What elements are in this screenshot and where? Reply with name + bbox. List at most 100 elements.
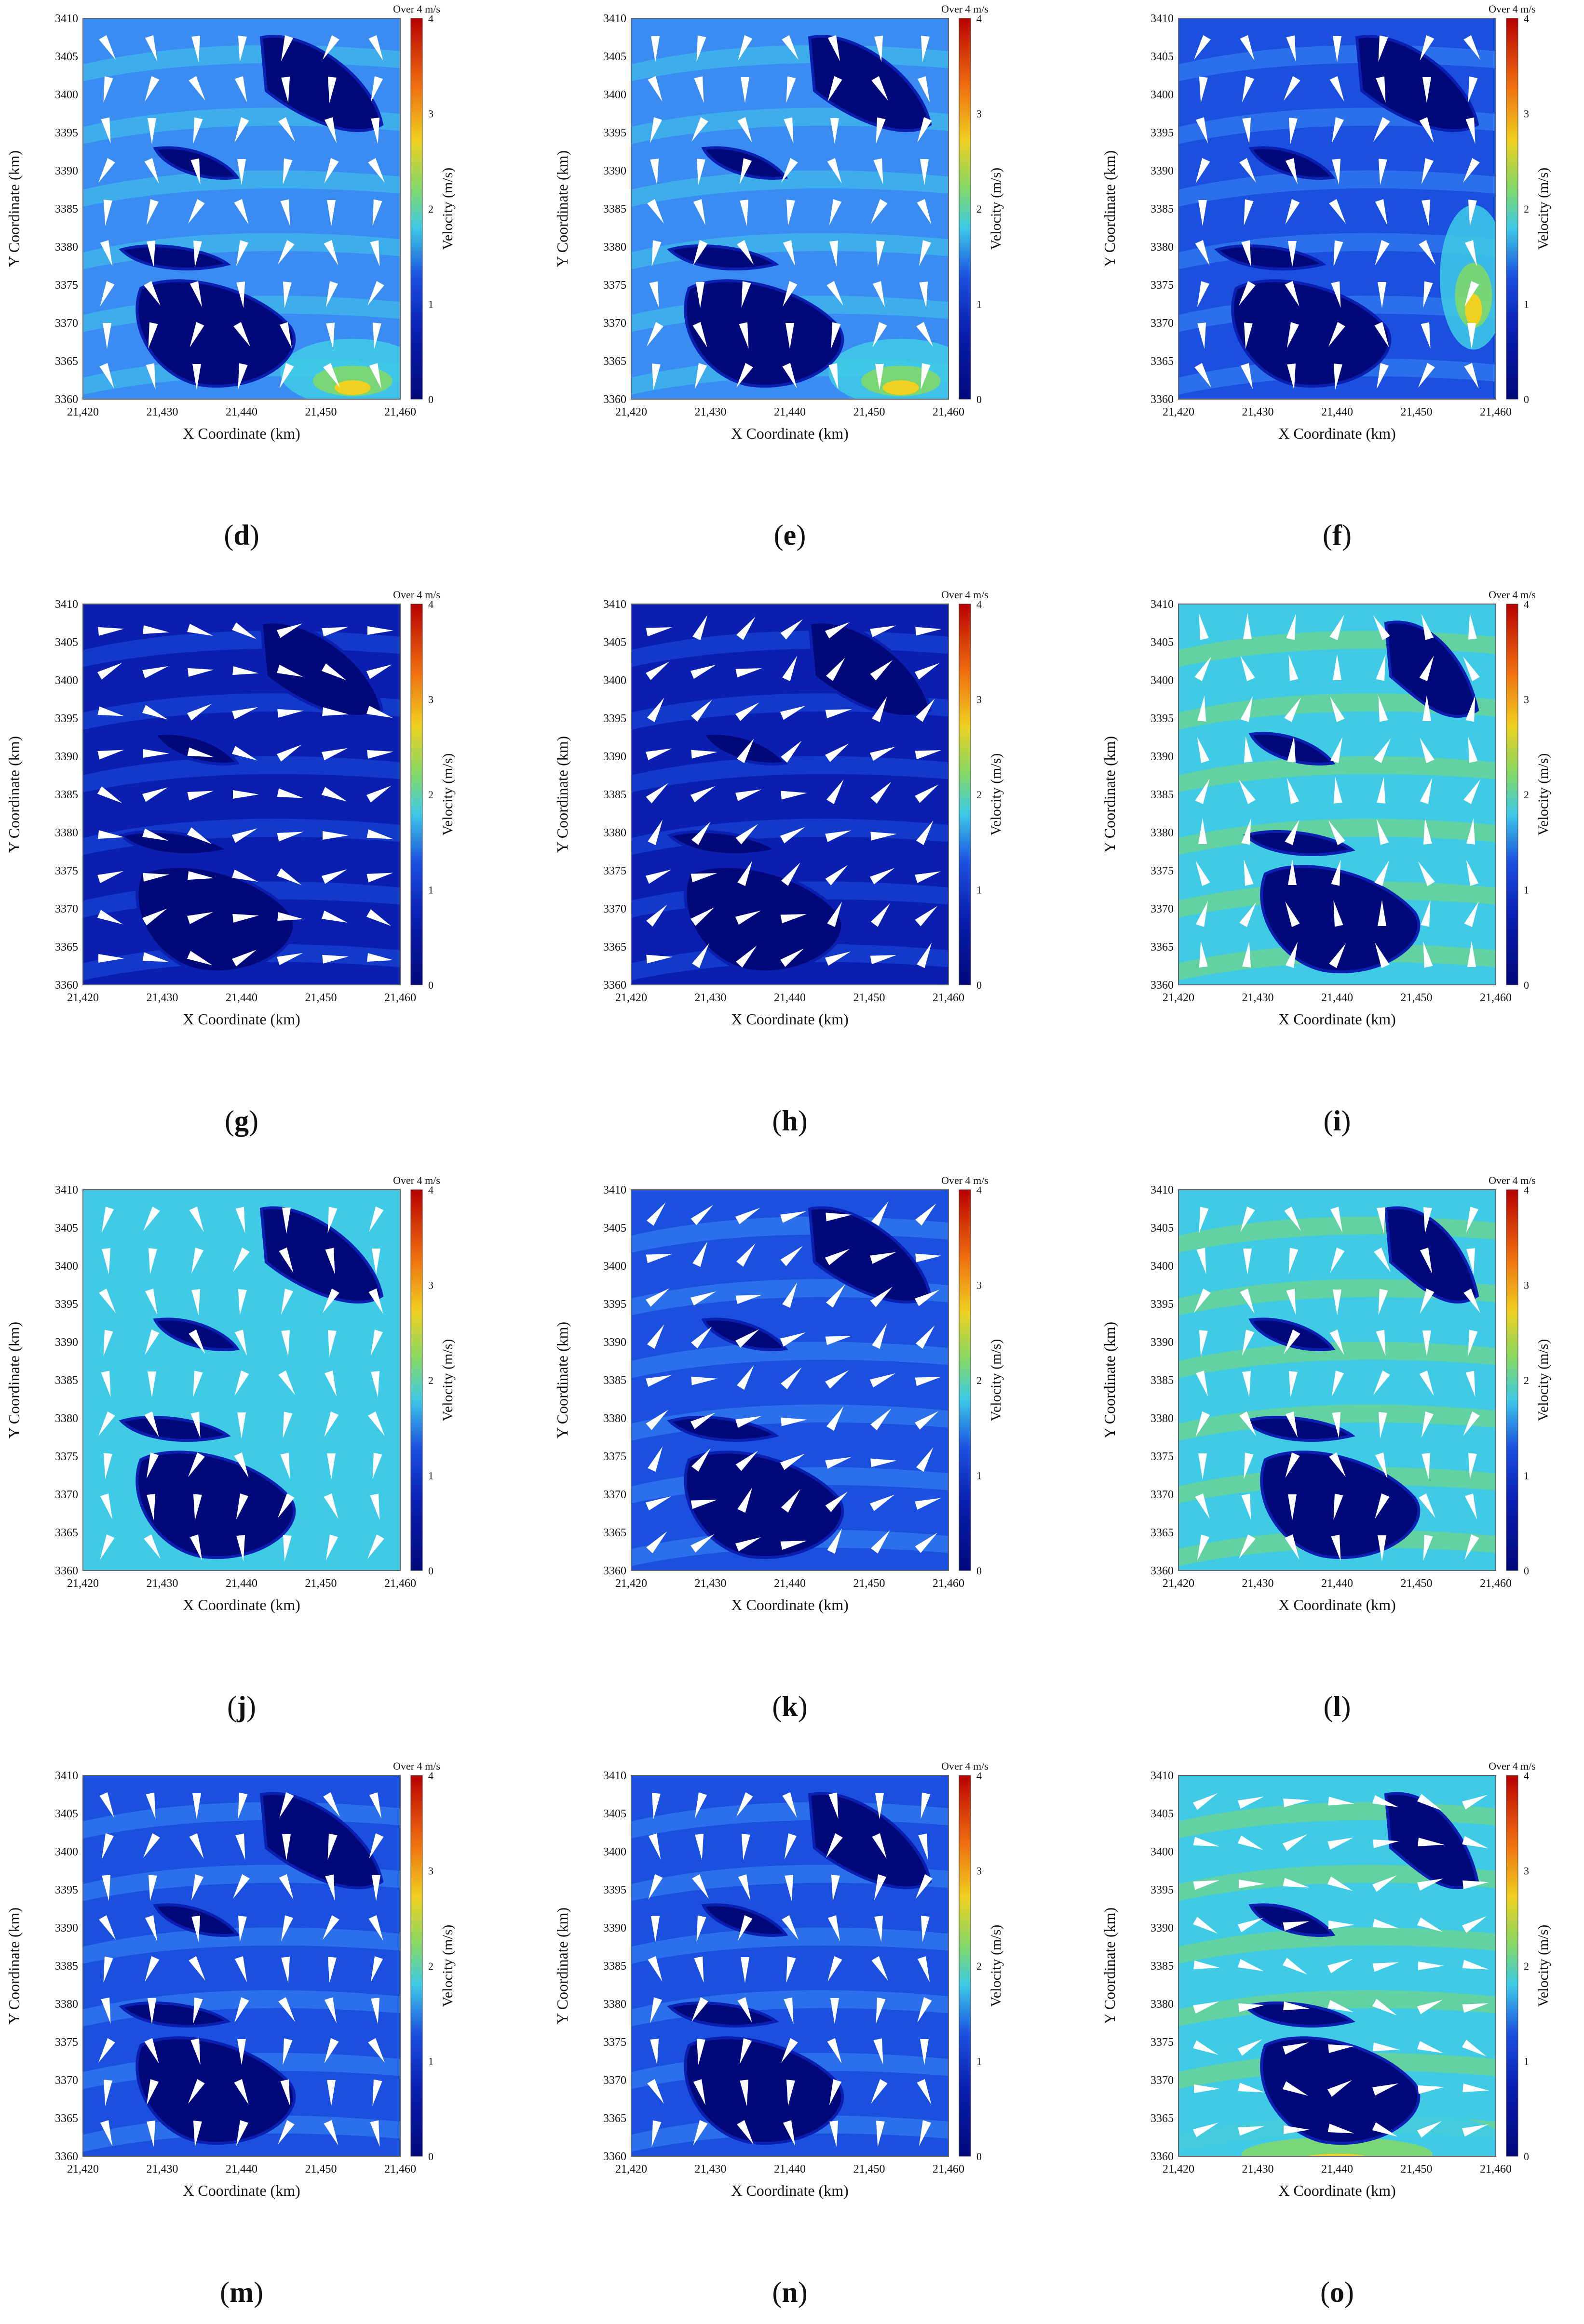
velocity-arrow [651, 363, 661, 390]
y-tick-label: 3370 [55, 1489, 78, 1501]
velocity-arrow [234, 1452, 249, 1478]
velocity-arrow [1423, 818, 1432, 845]
velocity-arrow [100, 1493, 113, 1520]
velocity-arrow [278, 1370, 295, 1396]
velocity-arrow [780, 1332, 806, 1347]
velocity-arrow [234, 2079, 249, 2105]
y-tick-label: 3375 [603, 279, 626, 292]
velocity-arrow [192, 1793, 201, 1819]
velocity-arrow [370, 1330, 383, 1356]
velocity-arrow [1421, 322, 1431, 349]
velocity-arrow [1467, 323, 1476, 349]
velocity-arrow [1330, 1247, 1345, 1273]
colorbar-tick-label: 3 [428, 1279, 433, 1291]
velocity-arrow [278, 2120, 295, 2145]
velocity-arrow [232, 707, 258, 720]
velocity-arrow [735, 1295, 762, 1304]
x-tick-label: 21,450 [853, 406, 885, 418]
velocity-arrow [323, 1792, 340, 1817]
velocity-arrow [696, 1915, 706, 1942]
y-tick-label: 3360 [603, 979, 626, 992]
velocity-map-d: 3410340534003395339033853380337533703365… [5, 3, 456, 551]
velocity-arrow [1285, 941, 1298, 968]
velocity-arrow [231, 828, 257, 843]
plot-frame [631, 18, 949, 400]
velocity-arrow [190, 281, 203, 308]
velocity-arrow [1237, 1918, 1263, 1933]
velocity-arrow [781, 791, 807, 800]
velocity-arrow [188, 199, 205, 224]
y-tick-label: 3365 [603, 1527, 626, 1539]
velocity-arrow [276, 623, 302, 638]
velocity-arrow [324, 1411, 339, 1437]
velocity-arrow [1286, 1289, 1296, 1316]
velocity-arrow [98, 627, 124, 636]
velocity-arrow [146, 2079, 159, 2106]
velocity-arrow [1329, 76, 1344, 102]
y-axis-label: Y Coordinate (km) [554, 1322, 571, 1438]
velocity-arrow [143, 749, 169, 758]
velocity-arrow [1284, 76, 1300, 101]
colorbar-over-label: Over 4 m/s [941, 3, 988, 15]
velocity-arrow [1283, 1798, 1310, 1807]
velocity-arrow [917, 2079, 932, 2105]
velocity-arrow [188, 1452, 205, 1478]
velocity-arrow [1327, 2080, 1353, 2097]
velocity-arrow [825, 622, 850, 639]
velocity-arrow [1462, 2040, 1487, 2056]
x-axis-label: X Coordinate (km) [1278, 1010, 1396, 1028]
y-tick-label: 3375 [1151, 865, 1174, 877]
colorbar [959, 18, 971, 400]
plot-frame [631, 1775, 949, 2157]
y-tick-label: 3400 [55, 674, 78, 687]
velocity-arrow [826, 779, 844, 805]
colorbar-tick-label: 1 [428, 1470, 433, 1482]
velocity-arrow [1244, 1452, 1254, 1479]
velocity-arrow [829, 2079, 842, 2106]
velocity-arrow [103, 1453, 112, 1479]
velocity-arrow [1462, 2083, 1489, 2093]
velocity-arrow [873, 158, 883, 185]
velocity-arrow [1463, 779, 1480, 805]
y-tick-label: 3390 [603, 165, 626, 177]
plot-frame [631, 604, 949, 985]
velocity-arrow [915, 1532, 938, 1553]
velocity-arrow [1287, 363, 1296, 390]
y-tick-label: 3390 [603, 1336, 626, 1349]
velocity-arrow [825, 1370, 849, 1389]
velocity-arrow [144, 2038, 159, 2064]
velocity-arrow [831, 1875, 840, 1901]
velocity-arrow [142, 828, 169, 841]
velocity-arrow [1464, 281, 1479, 307]
velocity-arrow [876, 1997, 886, 2024]
velocity-arrow [876, 241, 885, 267]
colorbar-tick-label: 0 [428, 1565, 433, 1577]
velocity-arrow [736, 617, 756, 640]
velocity-arrow [651, 1793, 661, 1819]
y-tick-label: 3395 [1151, 1884, 1174, 1896]
colorbar-tick-label: 3 [428, 694, 433, 706]
velocity-arrow [825, 951, 851, 966]
velocity-arrow [1244, 859, 1254, 886]
flow-streak [1178, 1342, 1496, 1378]
colorbar-tick-label: 4 [428, 598, 433, 610]
velocity-arrow [1462, 1960, 1489, 1970]
velocity-arrow [99, 1915, 116, 1940]
velocity-arrow [737, 2120, 754, 2145]
velocity-arrow [283, 1411, 293, 1438]
velocity-arrow [1288, 859, 1297, 885]
velocity-arrow [871, 199, 888, 224]
velocity-arrow [189, 1206, 204, 1232]
colorbar-over-label: Over 4 m/s [393, 589, 440, 601]
velocity-arrow [741, 281, 751, 308]
velocity-arrow [1375, 942, 1390, 968]
velocity-arrow [651, 1916, 660, 1942]
flow-streak [631, 756, 948, 793]
velocity-arrow [690, 1534, 715, 1553]
velocity-arrow [1238, 1959, 1264, 1972]
velocity-map-e: 3410340534003395339033853380337533703365… [554, 3, 1004, 551]
velocity-arrow [1375, 1493, 1390, 1519]
velocity-arrow [1333, 1290, 1341, 1316]
velocity-arrow [1374, 1247, 1391, 1273]
y-axis-label: Y Coordinate (km) [554, 736, 571, 853]
